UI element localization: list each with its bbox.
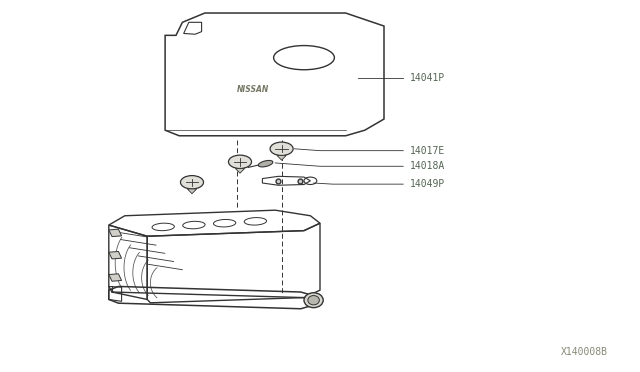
Text: NISSAN: NISSAN — [237, 85, 269, 94]
Circle shape — [270, 142, 293, 155]
Polygon shape — [188, 189, 196, 194]
Text: 14041P: 14041P — [410, 73, 445, 83]
Polygon shape — [236, 169, 244, 173]
Circle shape — [228, 155, 252, 169]
Polygon shape — [109, 229, 122, 237]
Ellipse shape — [308, 295, 319, 305]
Ellipse shape — [259, 160, 273, 167]
Text: X140008B: X140008B — [561, 347, 608, 357]
Text: 14049P: 14049P — [410, 179, 445, 189]
Polygon shape — [277, 155, 286, 160]
Text: 14017E: 14017E — [410, 146, 445, 155]
Polygon shape — [109, 274, 122, 281]
Text: 14018A: 14018A — [410, 161, 445, 171]
Circle shape — [180, 176, 204, 189]
Polygon shape — [109, 251, 122, 259]
Ellipse shape — [304, 293, 323, 308]
